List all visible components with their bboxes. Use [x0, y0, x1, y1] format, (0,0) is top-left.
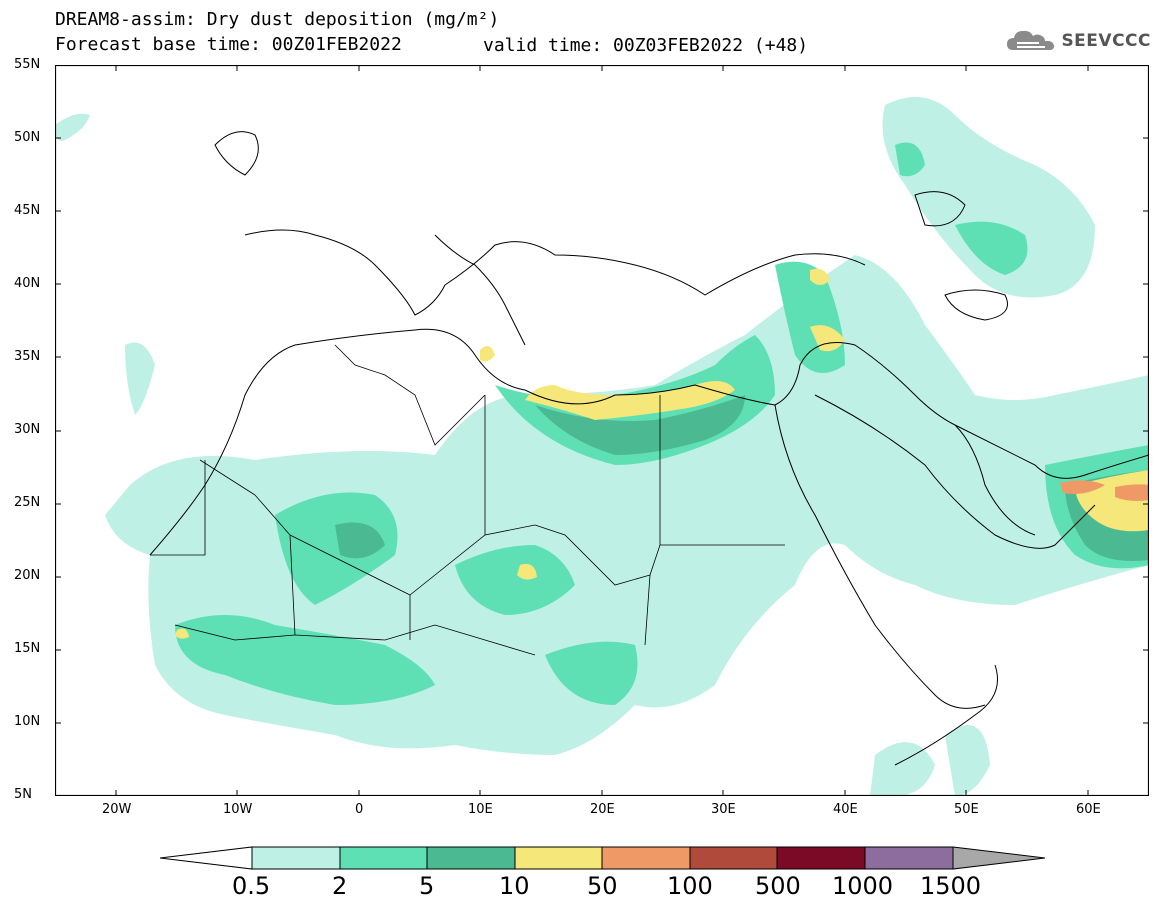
colorbar-label: 100	[667, 872, 713, 900]
colorbar-bin	[776, 846, 866, 870]
lat-label: 45N	[14, 203, 41, 218]
lat-label: 5N	[14, 787, 32, 802]
colorbar-high-arrow	[952, 846, 1045, 870]
colorbar-bin	[426, 846, 516, 870]
colorbar-label: 1000	[832, 872, 894, 900]
colorbar-label: 5	[419, 872, 435, 900]
lat-label: 10N	[14, 714, 41, 729]
colorbar-label: 2	[332, 872, 348, 900]
lon-label: 0	[355, 802, 364, 817]
lat-label: 15N	[14, 641, 41, 656]
lat-label: 30N	[14, 422, 41, 437]
seevccc-logo: SEEVCCC	[1005, 26, 1151, 56]
coastlines	[149, 131, 1149, 766]
country-borders	[150, 344, 785, 656]
lat-label: 55N	[14, 57, 41, 72]
lon-label: 10W	[223, 802, 253, 817]
colorbar-bin	[864, 846, 954, 870]
dust-map	[55, 65, 1149, 796]
lat-label: 20N	[14, 568, 41, 583]
cloud-icon	[1007, 30, 1055, 50]
lon-label: 10E	[468, 802, 493, 817]
colorbar-bin	[514, 846, 603, 870]
lat-label: 40N	[14, 276, 41, 291]
lon-label: 20E	[590, 802, 615, 817]
colorbar-bin	[339, 846, 428, 870]
colorbar-bin	[601, 846, 691, 870]
colorbar-low-arrow	[160, 846, 253, 870]
colorbar-label: 50	[587, 872, 618, 900]
tick-marks	[55, 65, 1149, 796]
dust-shading	[55, 97, 1149, 796]
colorbar-bin	[251, 846, 341, 870]
colorbar-label: 500	[755, 872, 801, 900]
chart-title: DREAM8-assim: Dry dust deposition (mg/m²…	[55, 9, 500, 30]
logo-text: SEEVCCC	[1061, 31, 1151, 51]
lon-label: 20W	[102, 802, 132, 817]
valid-time: valid time: 00Z03FEB2022 (+48)	[483, 35, 809, 56]
colorbar-label: 0.5	[232, 872, 271, 900]
lon-label: 40E	[833, 802, 858, 817]
colorbar-bin	[689, 846, 778, 870]
lat-label: 25N	[14, 495, 41, 510]
lon-label: 60E	[1076, 802, 1101, 817]
forecast-base-time: Forecast base time: 00Z01FEB2022	[55, 34, 402, 55]
colorbar	[160, 846, 1045, 870]
lon-label: 50E	[954, 802, 979, 817]
lat-label: 35N	[14, 349, 41, 364]
colorbar-label: 10	[499, 872, 530, 900]
lat-label: 50N	[14, 130, 41, 145]
colorbar-label: 1500	[920, 872, 982, 900]
lon-label: 30E	[711, 802, 736, 817]
